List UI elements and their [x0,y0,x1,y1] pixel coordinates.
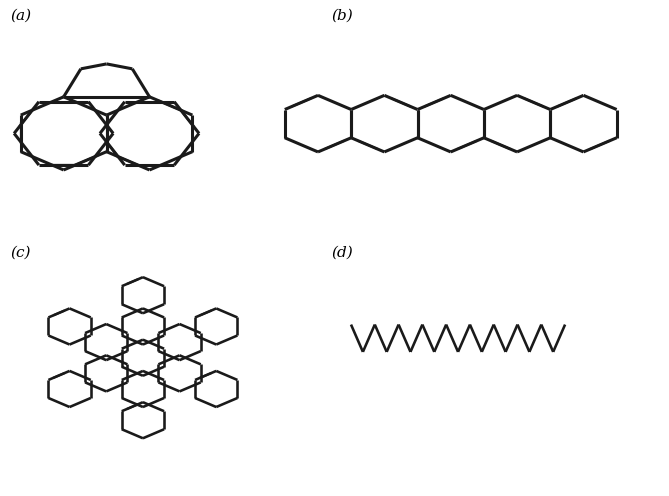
Text: (c): (c) [11,246,31,259]
Text: (b): (b) [331,9,353,23]
Text: (a): (a) [11,9,32,23]
Text: (d): (d) [331,246,353,259]
